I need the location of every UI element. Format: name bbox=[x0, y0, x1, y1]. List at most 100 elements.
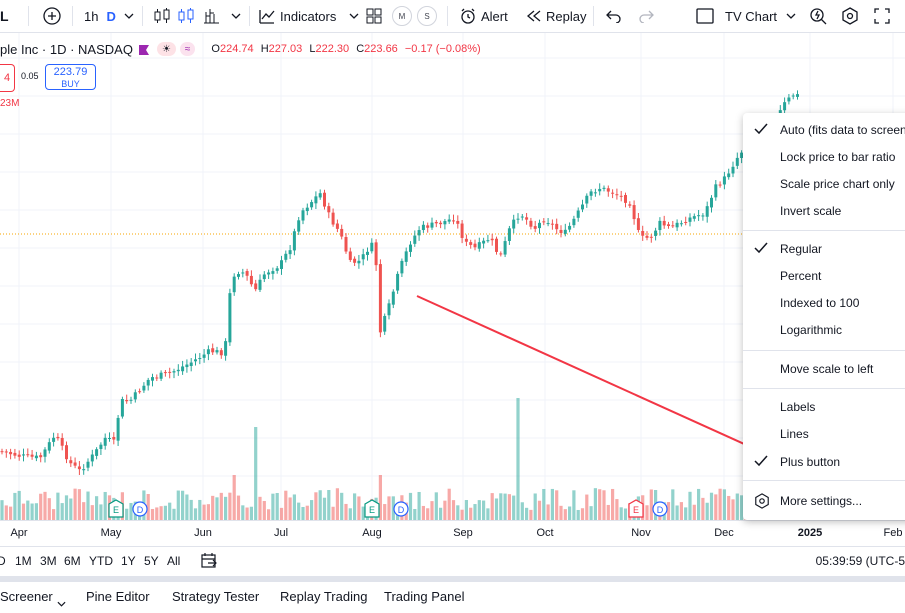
candle-body bbox=[125, 400, 129, 402]
candle-body bbox=[361, 254, 365, 260]
menu-item-scale-price-only[interactable]: Scale price chart only bbox=[780, 176, 895, 191]
range-button[interactable]: 5Y bbox=[144, 554, 159, 568]
menu-item-plus-button[interactable]: Plus button bbox=[743, 448, 905, 475]
candle-body bbox=[366, 251, 369, 255]
market-status-badge[interactable]: ☀ bbox=[156, 42, 176, 56]
tab-replay-trading[interactable]: Replay Trading bbox=[280, 589, 368, 604]
compare-symbol-button[interactable] bbox=[42, 0, 62, 32]
volume-bar bbox=[645, 505, 649, 520]
x-tick-label: Aug bbox=[362, 527, 382, 539]
candle-body bbox=[421, 224, 425, 231]
tab-screener[interactable]: Screener bbox=[0, 589, 53, 604]
settings-button[interactable] bbox=[841, 0, 859, 32]
volume-bar bbox=[520, 502, 524, 520]
candle-body bbox=[722, 176, 726, 185]
candle-body bbox=[718, 184, 722, 186]
alert-button[interactable]: Alert bbox=[459, 0, 508, 32]
volume-bar bbox=[447, 488, 451, 520]
plus-circle-icon bbox=[42, 6, 62, 26]
divider bbox=[72, 6, 73, 26]
menu-item-indexed[interactable]: Indexed to 100 bbox=[780, 295, 860, 310]
menu-item-lines[interactable]: Lines bbox=[780, 426, 809, 441]
tab-pine-editor[interactable]: Pine Editor bbox=[86, 589, 150, 604]
volume-bar bbox=[499, 493, 503, 520]
time-axis[interactable]: Apr May Jun Jul Aug Sep Oct Nov Dec 2025… bbox=[0, 520, 905, 545]
indicators-button[interactable]: Indicators bbox=[258, 0, 359, 32]
columns-button[interactable] bbox=[201, 0, 241, 32]
range-button[interactable]: 6M bbox=[64, 554, 81, 568]
symbol-search-button[interactable]: L bbox=[0, 0, 12, 32]
volume-bar bbox=[684, 507, 688, 520]
undo-button[interactable] bbox=[606, 0, 622, 32]
candle-body bbox=[679, 223, 683, 225]
interval-button[interactable]: 1h D bbox=[84, 0, 134, 32]
menu-item-more-settings[interactable]: More settings... bbox=[743, 487, 905, 514]
volume-bar bbox=[314, 492, 318, 520]
quick-search-button[interactable] bbox=[809, 0, 827, 32]
templates-button[interactable] bbox=[366, 0, 382, 32]
candle-body bbox=[563, 229, 567, 234]
bar-style-button[interactable] bbox=[152, 0, 172, 32]
s-chip: S bbox=[417, 6, 437, 26]
menu-item-regular[interactable]: Regular bbox=[743, 235, 905, 262]
volume-bar bbox=[387, 496, 391, 520]
clock-timezone[interactable]: 05:39:59 (UTC-5 bbox=[815, 554, 905, 568]
tab-strategy-tester[interactable]: Strategy Tester bbox=[172, 589, 260, 604]
volume-bar bbox=[525, 507, 529, 520]
volume-bar bbox=[740, 495, 744, 520]
volume-bar bbox=[705, 502, 709, 520]
volume-bar bbox=[666, 502, 671, 520]
volume-bar bbox=[456, 505, 460, 520]
range-button[interactable]: 3M bbox=[40, 554, 57, 568]
dividend-marker: D bbox=[393, 501, 409, 517]
layout-button[interactable]: TV Chart bbox=[696, 0, 796, 32]
bar-style-active-button[interactable] bbox=[176, 0, 196, 32]
data-status-badge[interactable]: ≈ bbox=[179, 42, 196, 56]
menu-item-labels[interactable]: Labels bbox=[780, 399, 816, 414]
candle-body bbox=[598, 188, 602, 192]
candle-body bbox=[710, 197, 713, 208]
sell-button[interactable]: 4 bbox=[0, 64, 15, 92]
tab-trading-panel[interactable]: Trading Panel bbox=[384, 589, 465, 604]
buy-button[interactable]: 223.79 BUY bbox=[45, 64, 96, 90]
volume-bar bbox=[378, 475, 382, 520]
menu-item-move-scale-left[interactable]: Move scale to left bbox=[780, 361, 874, 376]
redo-button[interactable] bbox=[638, 0, 654, 32]
chevron-down-icon[interactable] bbox=[57, 594, 66, 612]
volume-bar bbox=[542, 488, 546, 520]
volume-bar bbox=[39, 493, 43, 520]
checkmark-icon bbox=[754, 454, 768, 468]
m-chip-button[interactable]: M bbox=[392, 0, 412, 32]
range-button[interactable]: D bbox=[0, 554, 6, 568]
candle-body bbox=[318, 193, 322, 198]
candle-body bbox=[378, 264, 382, 333]
candle-body bbox=[73, 462, 77, 466]
volume-bar bbox=[701, 497, 705, 520]
volume-bar bbox=[671, 489, 675, 520]
fullscreen-button[interactable] bbox=[874, 0, 890, 32]
candle-body bbox=[525, 217, 529, 220]
volume-bar bbox=[232, 475, 236, 520]
goto-date-button[interactable] bbox=[200, 552, 218, 575]
menu-item-percent[interactable]: Percent bbox=[780, 268, 822, 283]
menu-item-logarithmic[interactable]: Logarithmic bbox=[780, 322, 843, 337]
volume-bar bbox=[185, 494, 189, 520]
menu-item-auto-fit[interactable]: Auto (fits data to screen) bbox=[743, 116, 905, 143]
volume-bar bbox=[215, 497, 219, 520]
range-button[interactable]: 1Y bbox=[121, 554, 136, 568]
candle-body bbox=[705, 206, 709, 217]
volume-bar bbox=[258, 496, 262, 520]
menu-item-invert-scale[interactable]: Invert scale bbox=[780, 203, 842, 218]
range-button[interactable]: All bbox=[167, 554, 181, 568]
candle-body bbox=[585, 195, 589, 204]
range-button[interactable]: 1M bbox=[15, 554, 32, 568]
replay-button[interactable]: Replay bbox=[526, 0, 586, 32]
candle-body bbox=[520, 216, 524, 218]
s-chip-button[interactable]: S bbox=[417, 0, 437, 32]
menu-item-lock-ratio[interactable]: Lock price to bar ratio bbox=[780, 149, 896, 164]
candle-body bbox=[90, 454, 94, 462]
range-button[interactable]: YTD bbox=[89, 554, 113, 568]
candle-body bbox=[232, 276, 236, 293]
volume-value: 23M bbox=[0, 98, 20, 109]
volume-bar bbox=[555, 490, 559, 520]
